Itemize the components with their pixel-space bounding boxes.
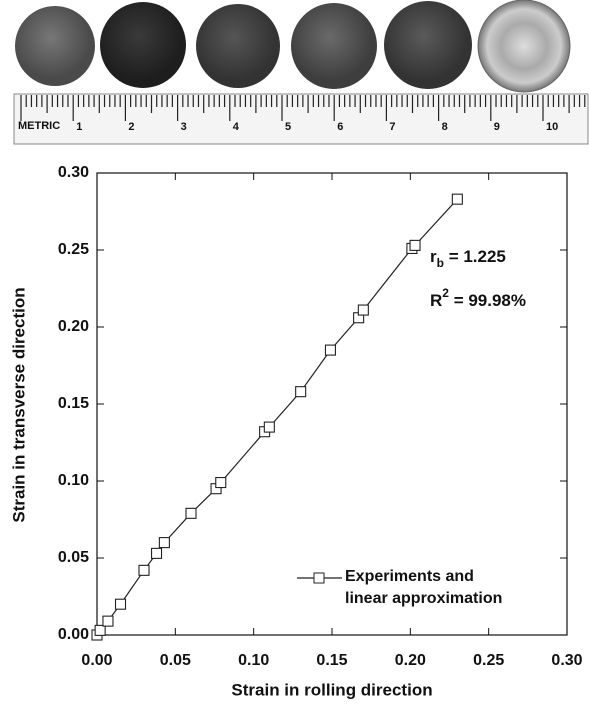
x-axis-label: Strain in rolling direction xyxy=(231,680,432,699)
annotation-part: = 99.98% xyxy=(449,291,526,310)
x-tick-label: 0.30 xyxy=(551,652,582,669)
data-point xyxy=(357,304,369,316)
ruler-number: 4 xyxy=(233,121,240,133)
x-tick-label: 0.00 xyxy=(81,652,112,669)
data-point xyxy=(114,598,127,610)
disk xyxy=(477,0,571,93)
data-point xyxy=(158,537,170,549)
annotation-part: R xyxy=(430,291,442,310)
annotation: R2 = 99.98% xyxy=(430,286,526,310)
data-point xyxy=(215,476,227,489)
ruler-number: 1 xyxy=(76,121,82,133)
disk xyxy=(196,4,280,88)
data-point xyxy=(295,386,307,398)
legend-marker xyxy=(313,572,325,584)
plot: 0.00 0.05 0.10 0.15 0.20 0.25 0.30 0.00 0.05 0.10… xyxy=(58,164,583,669)
data-point xyxy=(102,615,114,627)
ruler-number: 8 xyxy=(442,121,448,133)
disk xyxy=(291,3,377,89)
y-tick-label: 0.20 xyxy=(58,318,89,335)
y-tick-label: 0.30 xyxy=(58,164,89,181)
annotation: rb = 1.225 xyxy=(430,247,506,270)
y-tick-label: 0.05 xyxy=(58,549,89,566)
data-point xyxy=(409,239,421,251)
ruler-number: 9 xyxy=(494,121,500,133)
data-point xyxy=(263,421,275,433)
data-point xyxy=(138,564,150,576)
y-tick-label: 0.15 xyxy=(58,395,89,412)
x-tick-label: 0.15 xyxy=(316,652,347,669)
data-point xyxy=(451,193,463,205)
ruler-number: 7 xyxy=(389,121,395,133)
ruler-number: 5 xyxy=(285,121,291,133)
data-point xyxy=(150,547,163,559)
ruler-number: 2 xyxy=(128,121,134,133)
ruler-number: 3 xyxy=(181,121,187,133)
disk xyxy=(100,2,186,88)
x-tick-label: 0.05 xyxy=(160,652,191,669)
annotation-part: r xyxy=(430,247,437,266)
annotation-part: 2 xyxy=(442,286,449,300)
y-tick-label: 0.10 xyxy=(58,472,89,489)
data-point xyxy=(324,344,336,356)
data-point xyxy=(94,624,106,636)
ruler-number: 10 xyxy=(546,121,558,133)
y-axis-label: Strain in transverse direction xyxy=(9,287,28,522)
disk xyxy=(15,6,95,86)
y-tick-label: 0.00 xyxy=(58,626,89,643)
photo: METRIC 1 2 3 4 5 6 7 8 9 10 xyxy=(13,0,589,145)
legend: Experiments and linear approximation xyxy=(345,568,503,607)
data-point xyxy=(185,507,197,519)
legend-label: Experiments and linear approximation xyxy=(345,568,503,607)
y-tick-label: 0.25 xyxy=(58,241,89,258)
annotation-part: = 1.225 xyxy=(444,247,506,266)
ruler xyxy=(13,93,589,145)
x-tick-label: 0.10 xyxy=(238,652,269,669)
x-tick-label: 0.25 xyxy=(473,652,504,669)
ruler-number: 6 xyxy=(337,121,343,133)
ruler-label: METRIC xyxy=(18,120,60,132)
x-tick-label: 0.20 xyxy=(395,652,426,669)
ruler-ticks: METRIC 1 2 3 4 5 6 7 8 9 10 xyxy=(18,95,586,133)
annotation-part: b xyxy=(437,256,444,270)
disk xyxy=(384,1,472,89)
